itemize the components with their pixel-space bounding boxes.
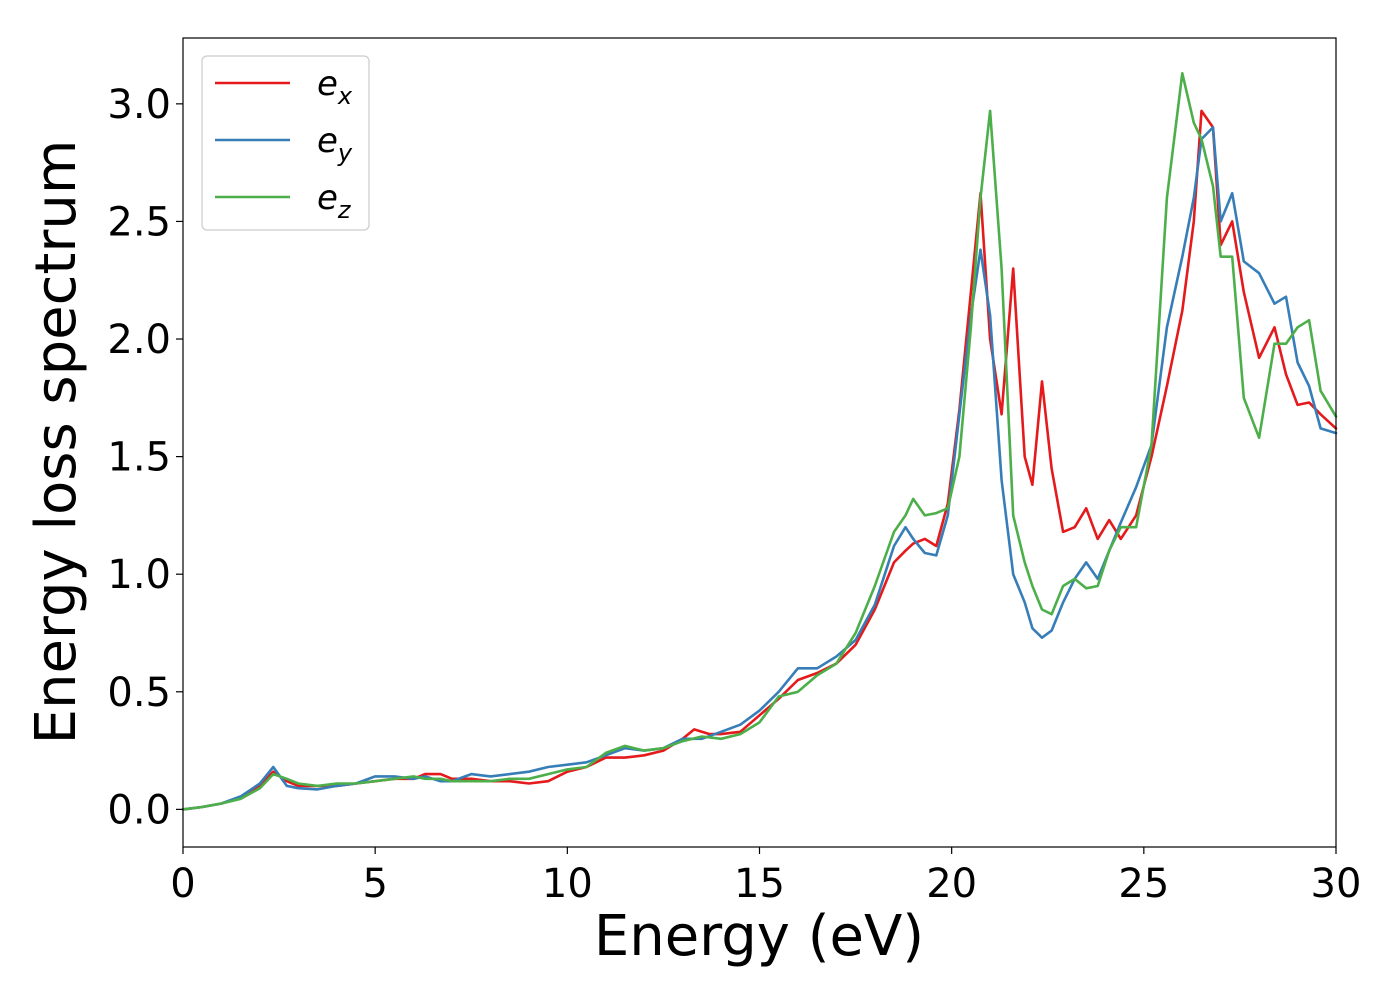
y-tick-label: 1.5: [107, 435, 171, 481]
y-tick-label: 0.5: [107, 670, 171, 716]
y-tick-label: 3.0: [107, 82, 171, 128]
legend-label-subscript: y: [337, 139, 353, 167]
legend-label-base: e: [317, 121, 338, 161]
x-tick-label: 20: [926, 861, 977, 907]
legend-entry-e-x: ex: [215, 64, 353, 110]
legend-label-subscript: x: [337, 82, 353, 110]
y-tick-label: 0.0: [107, 787, 171, 833]
legend-label: ex: [317, 64, 353, 110]
legend-entry-e-y: ey: [215, 121, 353, 167]
series-layer: [181, 72, 1338, 811]
y-axis-title: Energy loss spectrum: [24, 140, 89, 745]
legend-label: ey: [317, 121, 353, 167]
legend-label-base: e: [317, 64, 338, 104]
x-tick-label: 25: [1118, 861, 1169, 907]
series-line-e-z: [181, 72, 1338, 811]
y-tick-label: 2.5: [107, 199, 171, 245]
x-tick-label: 15: [734, 861, 785, 907]
x-axis-title: Energy (eV): [594, 904, 924, 969]
x-tick-label: 30: [1311, 861, 1362, 907]
x-tick-label: 0: [170, 861, 195, 907]
x-tick-label: 5: [362, 861, 387, 907]
x-axis-ticks: 0 5 10 15 20 25 30: [170, 847, 1361, 907]
y-axis-ticks: 0.0 0.5 1.0 1.5 2.0 2.5 3.0: [107, 82, 183, 833]
y-tick-label: 2.0: [107, 317, 171, 363]
legend-label: ez: [317, 178, 352, 224]
legend-label-subscript: z: [337, 196, 352, 224]
series-line-e-y: [181, 126, 1338, 811]
legend-box: [201, 55, 370, 231]
legend-label-base: e: [317, 178, 338, 218]
y-tick-label: 1.0: [107, 552, 171, 598]
x-tick-label: 10: [542, 861, 593, 907]
legend-entry-e-z: ez: [215, 178, 352, 224]
